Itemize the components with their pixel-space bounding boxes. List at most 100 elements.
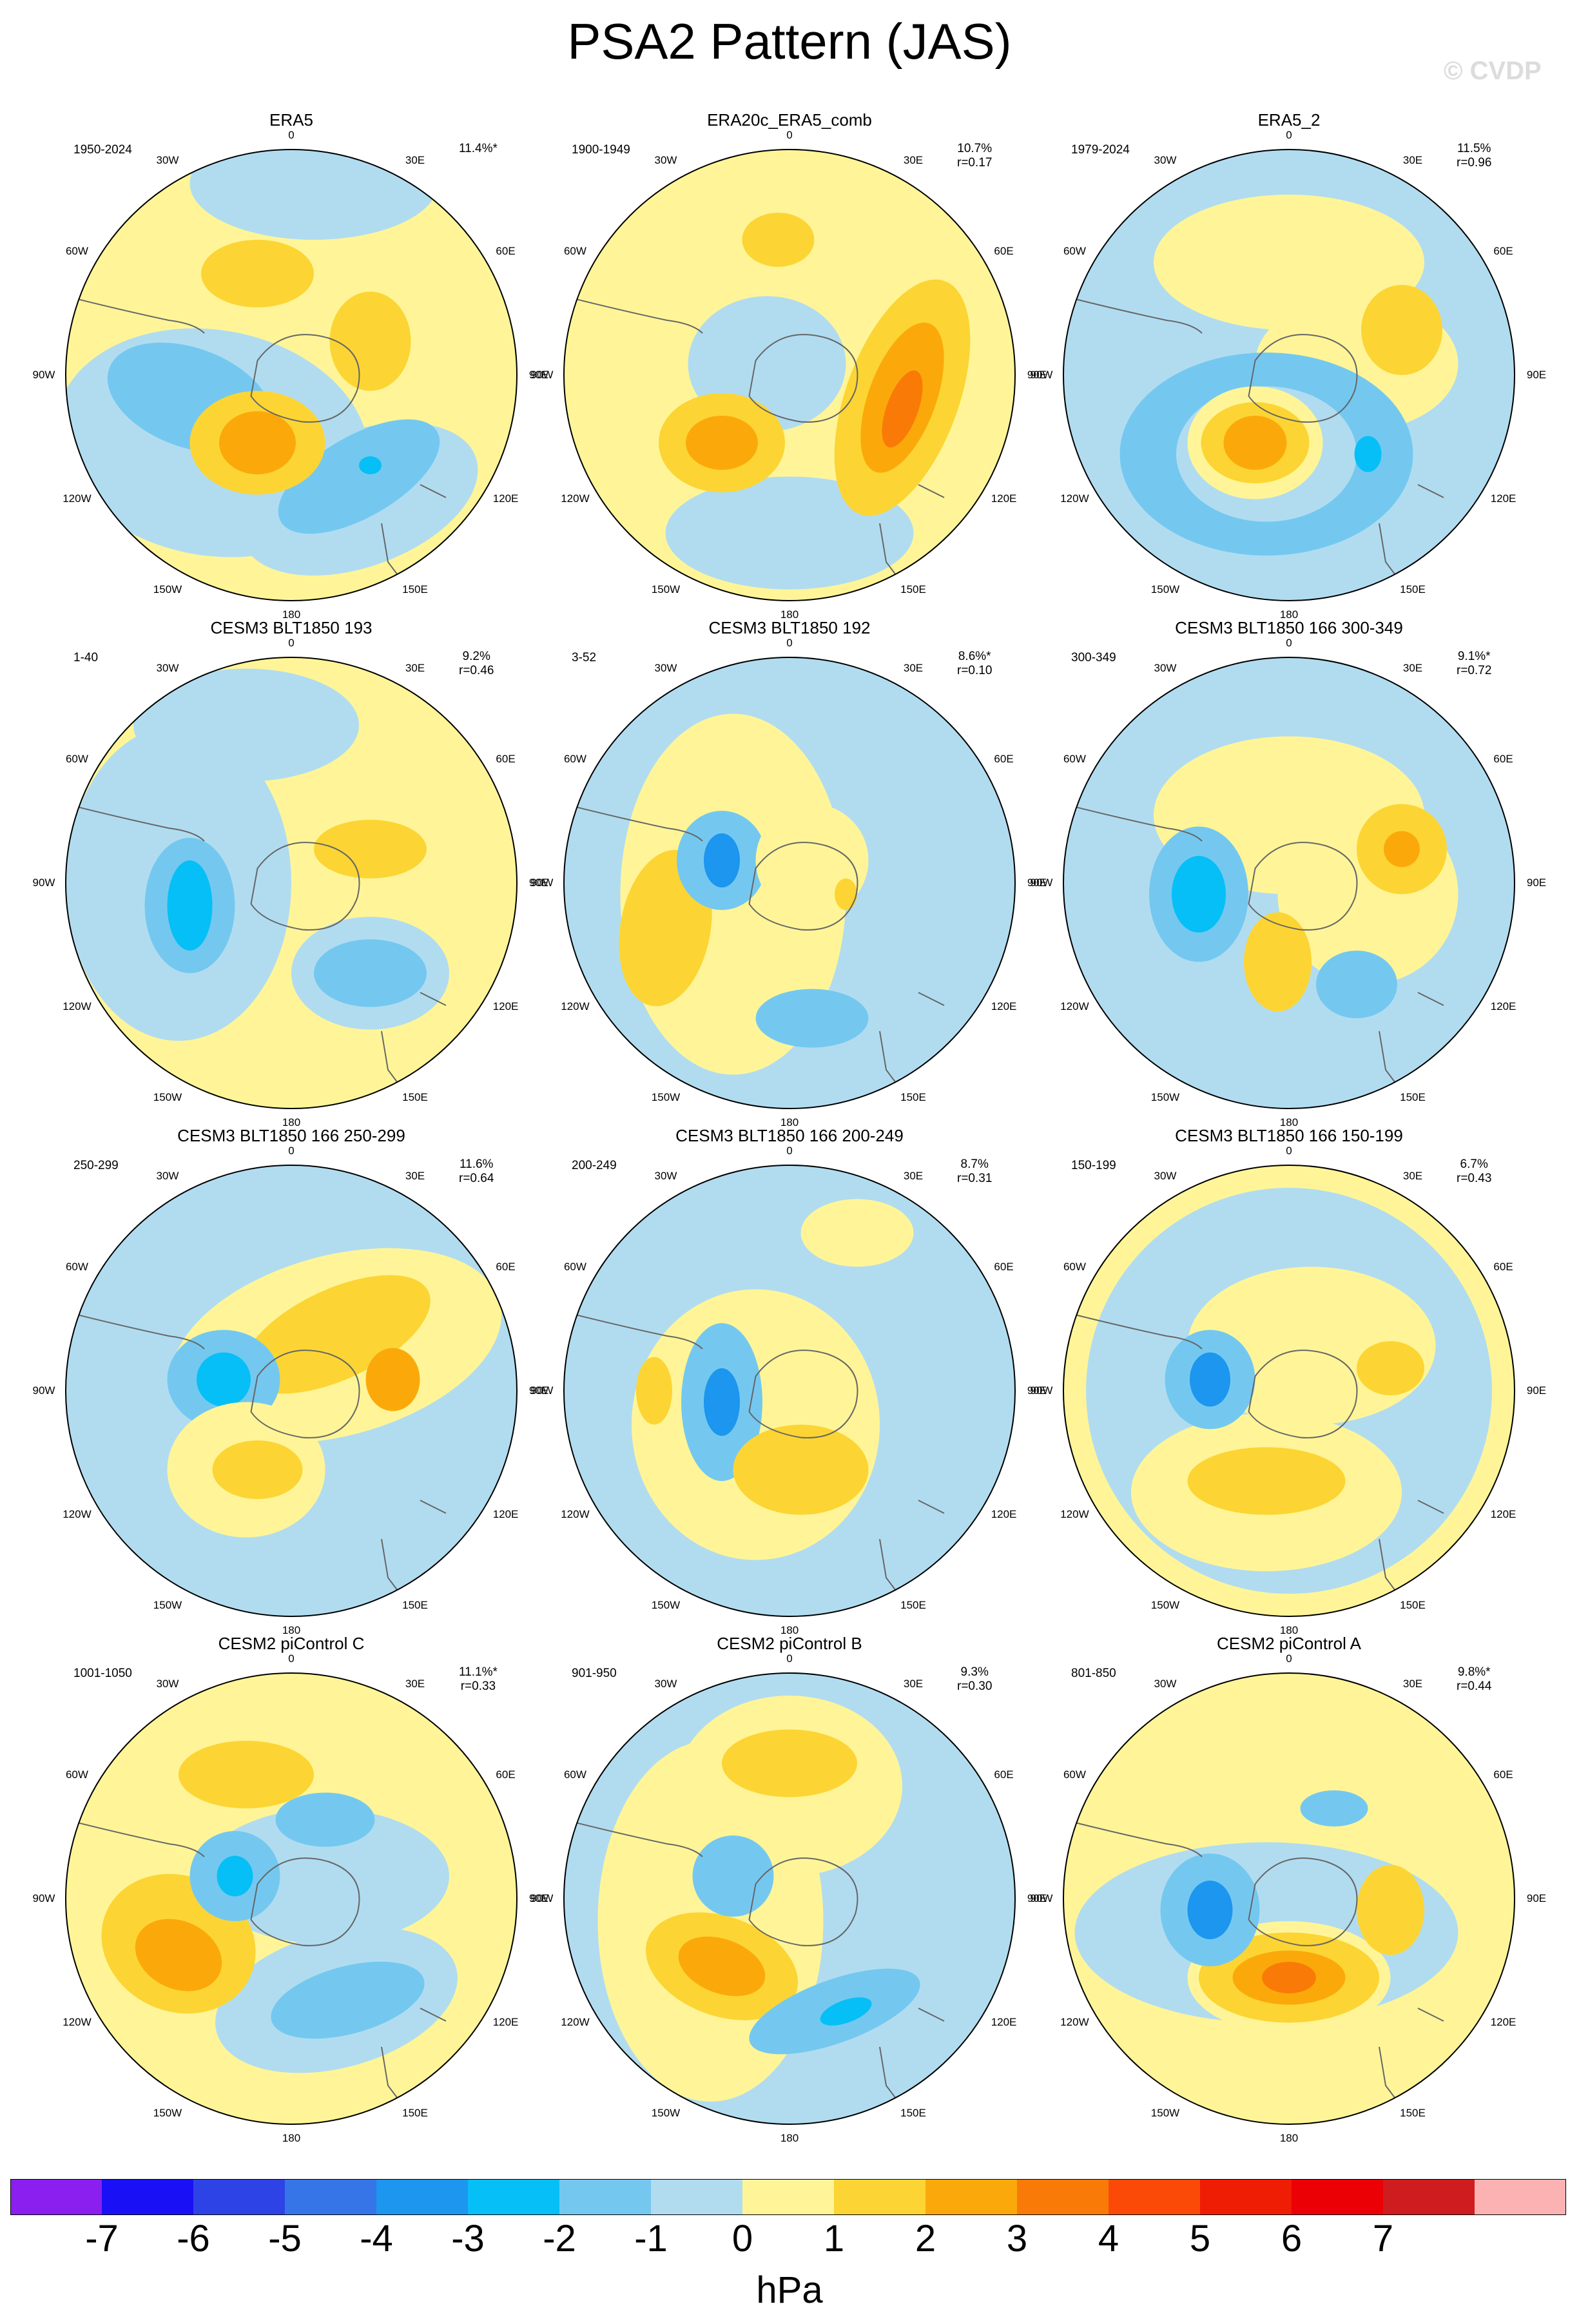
antarctica-coastline <box>250 334 360 423</box>
variance-percent: 9.3% <box>960 1665 989 1679</box>
longitude-label: 90W <box>1030 876 1053 889</box>
colorbar-tick-label: -6 <box>177 2218 210 2260</box>
longitude-label: 60E <box>994 245 1014 257</box>
pattern-correlation: r=0.46 <box>459 664 494 677</box>
longitude-label: 60W <box>65 1261 88 1273</box>
colorbar-segment <box>925 2179 1018 2215</box>
antarctica-coastline <box>250 1857 360 1946</box>
map-panel: CESM3 BLT1850 192 3-52 8.6%* r=0.10 0 30E 60E 9… <box>531 617 1047 1128</box>
pattern-correlation: r=0.43 <box>1457 1172 1492 1185</box>
map-panel: CESM3 BLT1850 166 150-199 150-199 6.7% r=0.… <box>1031 1125 1547 1636</box>
anomaly-contour <box>135 1919 222 1991</box>
longitude-label: 120W <box>1060 1508 1089 1520</box>
map-boundary <box>1063 1672 1515 2125</box>
polar-map <box>563 149 1016 601</box>
anomaly-contour <box>217 1855 253 1897</box>
colorbar-units: hPa <box>756 2269 823 2311</box>
variance-percent: 11.5% <box>1457 142 1491 155</box>
longitude-label: 30W <box>1154 1678 1177 1690</box>
longitude-label: 60E <box>1493 1768 1513 1781</box>
anomaly-contour <box>133 668 359 782</box>
panel-period: 801-850 <box>1071 1667 1116 1680</box>
longitude-label: 180 <box>1279 1116 1299 1128</box>
longitude-label: 0 <box>786 1145 793 1157</box>
longitude-label: 120W <box>1060 2016 1089 2028</box>
anomaly-contour <box>278 419 440 534</box>
longitude-label: 60E <box>1493 753 1513 765</box>
panel-stats: 10.7% r=0.17 <box>957 142 992 170</box>
longitude-label: 120E <box>492 1508 519 1520</box>
longitude-label: 120E <box>492 2016 519 2028</box>
longitude-label: 180 <box>282 1116 301 1128</box>
longitude-label: 60W <box>65 245 88 257</box>
longitude-label: 90W <box>32 1384 55 1397</box>
longitude-label: 180 <box>1279 608 1299 621</box>
anomaly-contour <box>242 1275 431 1394</box>
antarctica-coastline <box>1248 1857 1358 1946</box>
panel-period: 3-52 <box>572 651 597 664</box>
longitude-label: 90E <box>1526 369 1547 381</box>
variance-percent: 9.8%* <box>1457 1665 1491 1679</box>
longitude-label: 60E <box>496 753 516 765</box>
longitude-label: 90E <box>1027 876 1047 889</box>
colorbar-tick-label: 0 <box>731 2218 753 2260</box>
anomaly-contour <box>1190 1352 1230 1407</box>
colorbar-segment <box>1200 2179 1292 2215</box>
anomaly-contour <box>1262 1962 1316 1993</box>
variance-percent: 9.2% <box>462 650 490 663</box>
panel-stats: 11.5% r=0.96 <box>1457 142 1491 170</box>
polar-map <box>65 1165 518 1617</box>
polar-map <box>65 1672 518 2125</box>
map-boundary <box>563 657 1016 1109</box>
longitude-label: 90E <box>1526 1892 1547 1904</box>
panel-title: CESM3 BLT1850 192 <box>708 618 871 637</box>
longitude-label: 30W <box>654 662 677 675</box>
longitude-label: 30E <box>1402 154 1423 167</box>
map-panel: ERA5_2 1979-2024 11.5% r=0.96 0 30E 60E 90E 120E… <box>1031 110 1547 621</box>
panel-title: CESM3 BLT1850 166 150-199 <box>1175 1126 1403 1145</box>
longitude-label: 60W <box>1063 1768 1086 1781</box>
anomaly-contour <box>835 878 857 910</box>
panel-stats: 6.7% r=0.43 <box>1457 1157 1491 1186</box>
map-boundary <box>1063 657 1515 1109</box>
longitude-label: 60W <box>563 245 586 257</box>
longitude-label: 30W <box>1154 662 1177 675</box>
anomaly-contour <box>1223 416 1287 470</box>
panel-stats: 11.4%* <box>459 142 498 156</box>
longitude-label: 120E <box>1490 1000 1516 1012</box>
panel-period: 1001-1050 <box>73 1667 132 1680</box>
panel-title: ERA20c_ERA5_comb <box>707 110 872 130</box>
longitude-label: 150E <box>1400 1598 1426 1611</box>
longitude-label: 150W <box>153 2106 182 2119</box>
longitude-label: 30W <box>654 1678 677 1690</box>
longitude-label: 0 <box>288 1652 295 1665</box>
longitude-label: 120W <box>63 1000 92 1012</box>
south-america-coastline <box>1069 1313 1203 1350</box>
map-boundary <box>65 1165 518 1617</box>
longitude-label: 90E <box>1526 876 1547 889</box>
longitude-label: 150W <box>651 1090 681 1103</box>
longitude-label: 150W <box>153 583 182 596</box>
pattern-correlation: r=0.72 <box>1457 664 1492 677</box>
map-boundary <box>65 149 518 601</box>
longitude-label: 150W <box>1150 1598 1180 1611</box>
longitude-label: 30W <box>1154 1170 1177 1183</box>
panel-title: ERA5_2 <box>1257 110 1321 130</box>
longitude-label: 90W <box>530 1892 554 1904</box>
anomaly-contour <box>1357 1341 1424 1395</box>
longitude-label: 120E <box>991 2016 1017 2028</box>
colorbar-segment <box>834 2179 926 2215</box>
longitude-label: 60E <box>994 1768 1014 1781</box>
longitude-label: 150E <box>900 1090 926 1103</box>
longitude-label: 120W <box>1060 1000 1089 1012</box>
colorbar-tick-label: -2 <box>543 2218 576 2260</box>
anomaly-contour <box>636 1357 672 1425</box>
colorbar-tick-label: 7 <box>1372 2218 1394 2260</box>
panel-stats: 9.3% r=0.30 <box>957 1665 992 1694</box>
pattern-correlation: r=0.17 <box>957 156 993 169</box>
variance-percent: 6.7% <box>1460 1157 1488 1171</box>
longitude-label: 60E <box>496 245 516 257</box>
longitude-label: 150E <box>900 1598 926 1611</box>
longitude-label: 120E <box>492 492 519 505</box>
longitude-label: 60W <box>563 1261 586 1273</box>
